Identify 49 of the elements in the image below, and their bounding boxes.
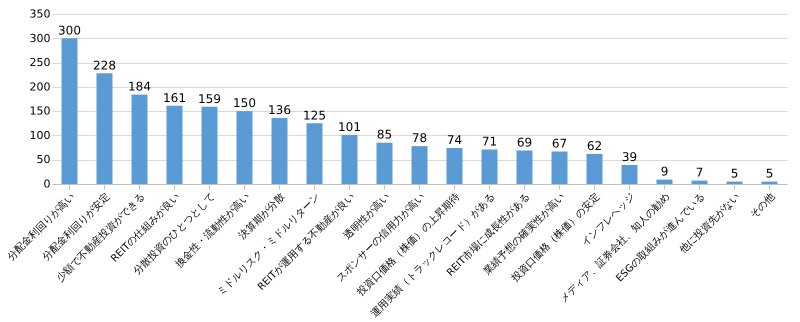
data-label: 101 — [338, 120, 361, 134]
bar — [586, 154, 602, 184]
y-tick-label: 100 — [30, 128, 50, 142]
y-tick-label: 300 — [30, 32, 50, 45]
bar — [96, 73, 112, 184]
bar — [202, 106, 218, 184]
bar — [656, 180, 672, 184]
bar — [272, 118, 288, 184]
y-tick-label: 50 — [36, 153, 50, 166]
data-label: 74 — [446, 133, 462, 148]
bar — [482, 150, 498, 184]
data-label: 5 — [766, 166, 774, 181]
bar — [552, 151, 568, 184]
bar — [306, 123, 322, 184]
y-tick-label: 150 — [30, 104, 50, 118]
x-tick-label: その他 — [748, 190, 778, 220]
data-label: 69 — [516, 135, 532, 150]
data-label: 39 — [622, 150, 638, 164]
y-tick-label: 250 — [30, 56, 50, 70]
data-label: 159 — [198, 92, 221, 106]
bar — [622, 165, 638, 184]
bar — [412, 146, 428, 184]
data-label: 150 — [233, 96, 256, 110]
y-tick-label: 200 — [30, 80, 50, 94]
bar — [376, 142, 392, 184]
data-label: 5 — [730, 166, 738, 181]
data-label: 7 — [696, 166, 704, 180]
data-label: 71 — [482, 134, 498, 149]
bar — [166, 106, 182, 184]
data-label: 78 — [412, 131, 428, 146]
data-label: 9 — [660, 164, 668, 179]
bar — [342, 134, 358, 184]
data-label: 67 — [552, 136, 568, 150]
bar — [516, 150, 532, 184]
data-label: 62 — [586, 138, 602, 153]
data-label: 228 — [93, 58, 116, 72]
bar — [132, 94, 148, 184]
bar — [692, 180, 708, 184]
y-tick-label: 0 — [44, 178, 50, 190]
data-label: 136 — [268, 102, 291, 117]
y-tick-label: 350 — [30, 8, 50, 20]
data-label: 85 — [376, 128, 392, 142]
bar — [446, 148, 462, 184]
bar — [62, 38, 78, 184]
data-label: 125 — [303, 108, 326, 122]
data-label: 161 — [163, 90, 186, 105]
bar — [236, 111, 252, 184]
data-label: 300 — [58, 23, 81, 38]
data-label: 184 — [128, 80, 151, 94]
